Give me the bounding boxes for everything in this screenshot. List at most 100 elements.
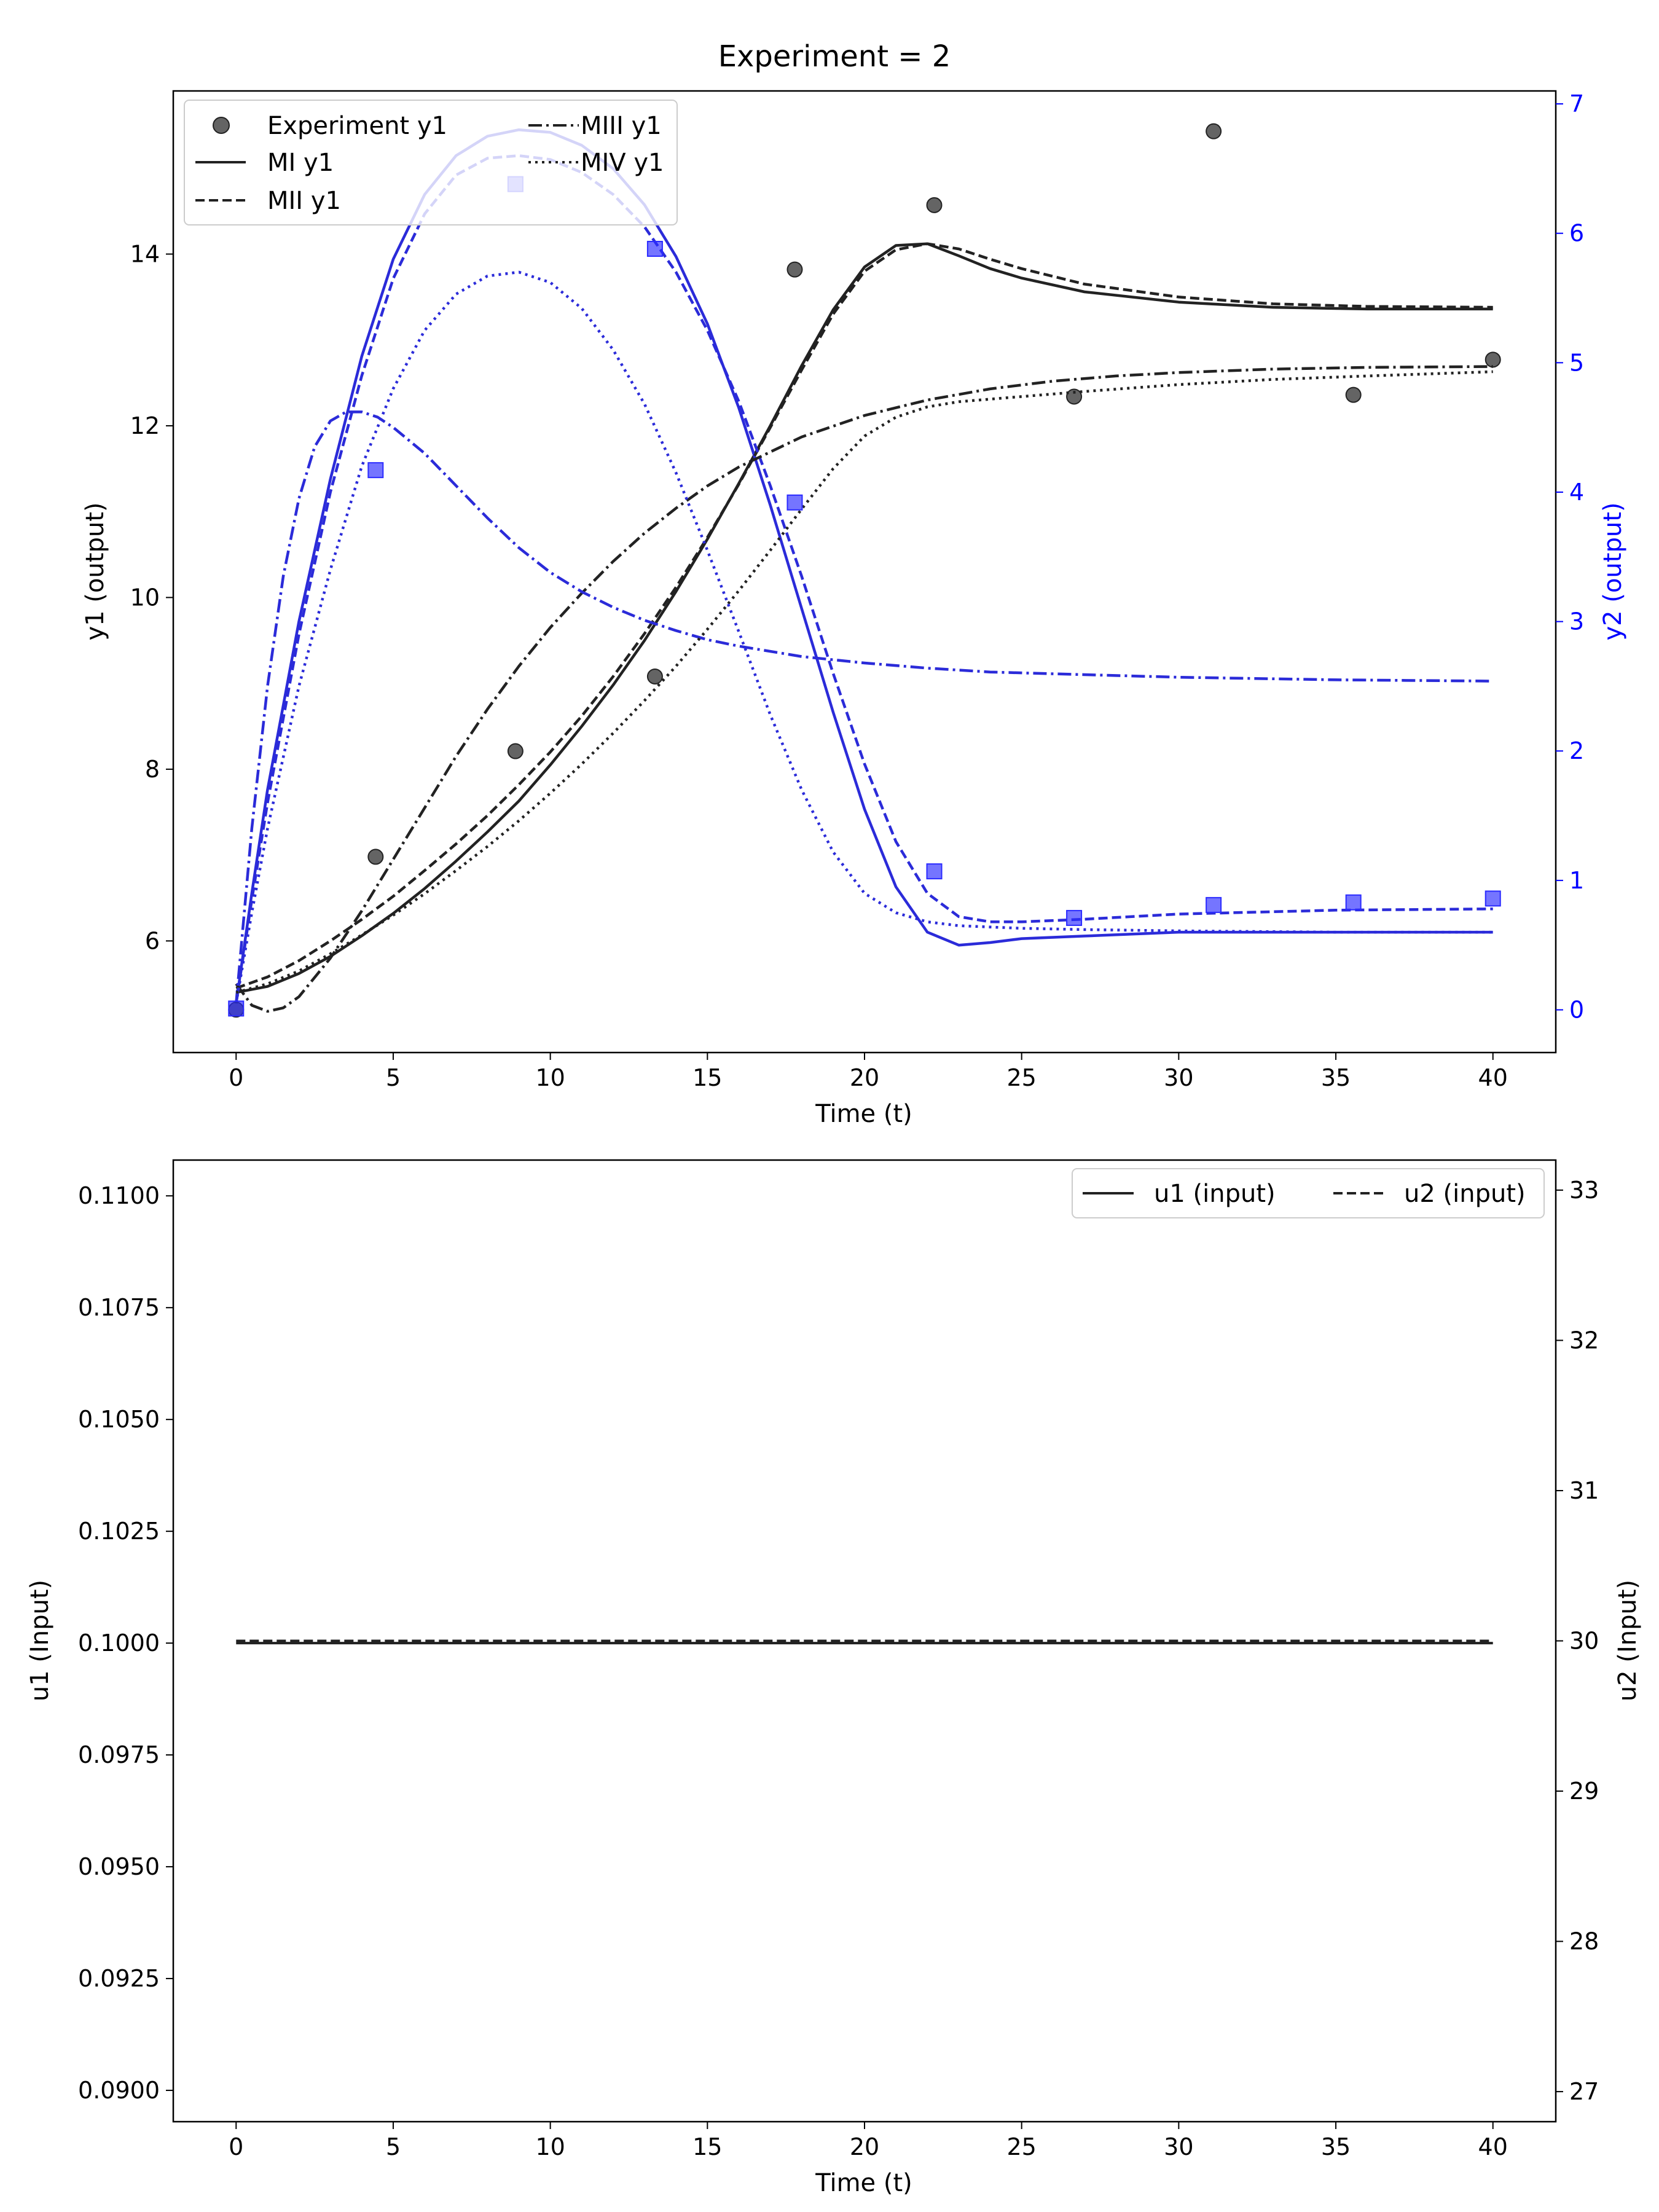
- y-right-tick-label: 28: [1569, 1928, 1599, 1955]
- y-left-tick-label: 0.1050: [78, 1406, 160, 1433]
- legend-box: [1072, 1168, 1545, 1218]
- experiment-y2-point: [228, 1000, 245, 1017]
- y-left-tick-label: 0.1075: [78, 1294, 160, 1321]
- miii-y2-line: [235, 410, 1493, 1004]
- chart-bottom-plot: [236, 1639, 1493, 1645]
- y-left-tick-label: 0.1025: [78, 1518, 160, 1545]
- experiment-y1-point: [786, 261, 803, 278]
- y-right-tick-label: 27: [1569, 2078, 1599, 2105]
- y-right-tick-label: 5: [1569, 349, 1584, 376]
- y-right-tick-label: 4: [1569, 479, 1584, 506]
- x-tick-label: 25: [1007, 1064, 1037, 1091]
- y-left-tick-label: 0.0925: [78, 1965, 160, 1992]
- chart-bottom-y-right-label: u2 (Input): [1614, 1580, 1642, 1701]
- chart-top-y-left-label: y1 (output): [81, 503, 109, 641]
- experiment-y2-point: [926, 863, 943, 880]
- y-left-tick-label: 0.1100: [78, 1182, 160, 1209]
- experiment-y1-point: [1345, 386, 1362, 403]
- y-right-tick-label: 6: [1569, 220, 1584, 247]
- y-right-tick-label: 2: [1569, 737, 1584, 764]
- experiment-y1-point: [367, 849, 384, 865]
- chart-bottom-y-axis-left: 0.0900 0.0925 0.0950 0.0975 0.1000 0.1025 0.10…: [78, 1182, 173, 2104]
- experiment-y1-point: [1484, 351, 1501, 368]
- legend-box: [184, 100, 678, 226]
- x-tick-label: 15: [692, 1064, 722, 1091]
- y-left-tick-label: 14: [130, 240, 160, 267]
- chart-bottom-x-label: Time (t): [815, 2169, 912, 2197]
- experiment-y1-point: [926, 197, 943, 213]
- y-right-tick-label: 0: [1569, 996, 1584, 1023]
- chart-top: Experiment = 2 0 5 10 15 20 25 30 35 40 68101214…: [81, 39, 1627, 1128]
- chart-top-y-right-label: y2 (output): [1599, 503, 1627, 641]
- x-tick-label: 40: [1478, 1064, 1508, 1091]
- x-tick-label: 10: [535, 2133, 565, 2160]
- experiment-y1-point: [1066, 388, 1083, 405]
- mi-y2-line: [235, 128, 1493, 1004]
- legend-entry-u1: u1 (input): [1083, 1180, 1276, 1208]
- chart-top-x-label: Time (t): [815, 1100, 912, 1128]
- y-left-tick-label: 0.1000: [78, 1630, 160, 1657]
- experiment-y2-point: [1066, 909, 1083, 926]
- chart-bottom-y-left-label: u1 (Input): [26, 1580, 54, 1701]
- legend-label: u2 (input): [1404, 1180, 1526, 1208]
- legend-label: Experiment y1: [267, 112, 447, 140]
- experiment-y2-point: [786, 494, 803, 511]
- chart-bottom-legend: u1 (input) u2 (input): [1072, 1168, 1545, 1218]
- mii-y1-line: [235, 242, 1493, 990]
- legend-label: u1 (input): [1154, 1180, 1276, 1208]
- y-right-tick-label: 30: [1569, 1628, 1599, 1655]
- legend-marker-circle: [213, 117, 230, 134]
- chart-top-x-axis: 0 5 10 15 20 25 30 35 40: [229, 1053, 1508, 1091]
- x-tick-label: 35: [1321, 2133, 1351, 2160]
- mi-y1-line: [235, 242, 1493, 994]
- y-left-tick-label: 6: [145, 927, 160, 954]
- legend-label: MIV y1: [581, 149, 664, 177]
- experiment-y1-point: [1206, 123, 1222, 139]
- x-tick-label: 0: [229, 1064, 243, 1091]
- y-right-tick-label: 33: [1569, 1177, 1599, 1204]
- mii-y2-line: [235, 154, 1493, 1004]
- legend-entry-miv-y1: MIV y1: [528, 149, 664, 177]
- x-tick-label: 35: [1321, 1064, 1351, 1091]
- legend-label: MII y1: [267, 187, 341, 215]
- y-left-tick-label: 8: [145, 756, 160, 783]
- legend-entry-experiment-y1: Experiment y1: [213, 112, 447, 140]
- x-tick-label: 0: [229, 2133, 243, 2160]
- x-tick-label: 5: [386, 2133, 401, 2160]
- legend-label: MI y1: [267, 149, 334, 177]
- x-tick-label: 30: [1164, 1064, 1193, 1091]
- y-left-tick-label: 0.0950: [78, 1853, 160, 1880]
- chart-bottom-x-axis: 0 5 10 15 20 25 30 35 40: [229, 2122, 1508, 2160]
- chart-top-y-axis-right: 0 1 2 3 4 5 6 7: [1556, 90, 1584, 1023]
- experiment-y2-point: [1484, 890, 1501, 907]
- y-left-tick-label: 0.0975: [78, 1741, 160, 1768]
- y-right-tick-label: 31: [1569, 1477, 1599, 1504]
- miii-y1-line: [235, 365, 1493, 1013]
- x-tick-label: 5: [386, 1064, 401, 1091]
- miv-y1-line: [235, 370, 1493, 994]
- experiment-y2-point: [1206, 896, 1222, 913]
- x-tick-label: 30: [1164, 2133, 1193, 2160]
- chart-bottom: 0 5 10 15 20 25 30 35 40 0.0900 0.0925 0.0950 0.097…: [26, 1159, 1642, 2197]
- legend-label: MIII y1: [581, 112, 662, 140]
- experiment-y1-point: [646, 668, 663, 684]
- y-left-tick-label: 10: [130, 584, 160, 611]
- chart-top-legend: Experiment y1 MI y1 MII y1 MIII y1 MIV y…: [184, 100, 678, 226]
- legend-entry-mii-y1: MII y1: [195, 187, 341, 215]
- x-tick-label: 15: [692, 2133, 722, 2160]
- experiment-y1-point: [507, 743, 524, 759]
- x-tick-label: 10: [535, 1064, 565, 1091]
- chart-top-plot: [228, 123, 1501, 1018]
- experiment-y2-point: [646, 240, 663, 257]
- chart-top-y-axis-left: 6 8 10 12 14: [130, 240, 173, 954]
- y-right-tick-label: 3: [1569, 608, 1584, 635]
- y-right-tick-label: 29: [1569, 1778, 1599, 1805]
- x-tick-label: 40: [1478, 2133, 1508, 2160]
- y-right-tick-label: 32: [1569, 1327, 1599, 1354]
- chart-bottom-y-axis-right: 27 28 29 30 31 32 33: [1556, 1177, 1599, 2105]
- legend-entry-u2: u2 (input): [1333, 1180, 1526, 1208]
- legend-entry-miii-y1: MIII y1: [528, 112, 662, 140]
- y-left-tick-label: 0.0900: [78, 2077, 160, 2104]
